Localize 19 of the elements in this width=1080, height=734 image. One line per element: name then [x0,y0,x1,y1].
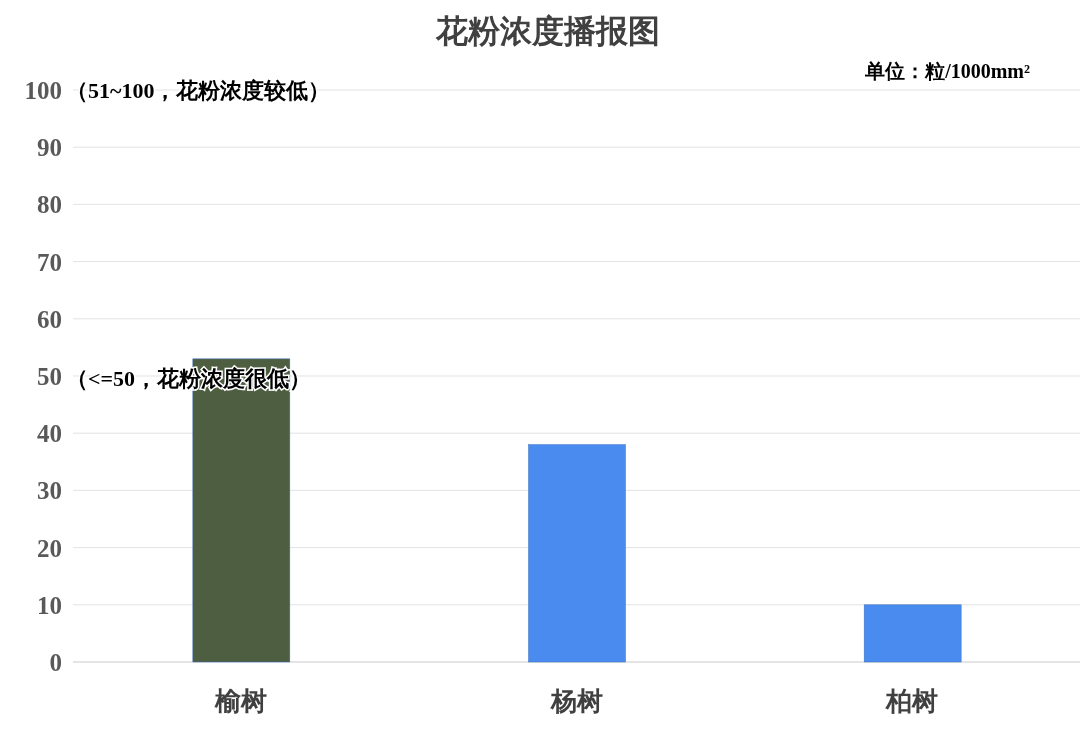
y-tick-label: 60 [37,305,62,333]
x-tick-label: 榆树 [213,687,267,716]
bar [528,444,626,663]
y-tick-label: 90 [37,134,62,162]
y-tick-label: 40 [37,420,62,448]
y-tick-label: 50 [37,363,62,390]
y-tick-label: 30 [37,477,62,505]
y-tick-label: 0 [49,649,62,676]
x-tick-label: 柏树 [885,687,939,716]
annotation: （51~100，花粉浓度较低） [66,78,331,103]
bar [863,604,962,663]
chart-subtitle: 单位：粒/1000mm² [864,60,1030,82]
y-tick-label: 80 [37,191,62,219]
y-tick-label: 70 [37,248,62,276]
chart-title: 花粉浓度播报图 [435,13,660,49]
x-tick-label: 杨树 [549,687,603,716]
y-tick-label: 100 [24,77,62,104]
y-tick-label: 10 [37,591,62,619]
y-tick-label: 20 [37,534,62,562]
